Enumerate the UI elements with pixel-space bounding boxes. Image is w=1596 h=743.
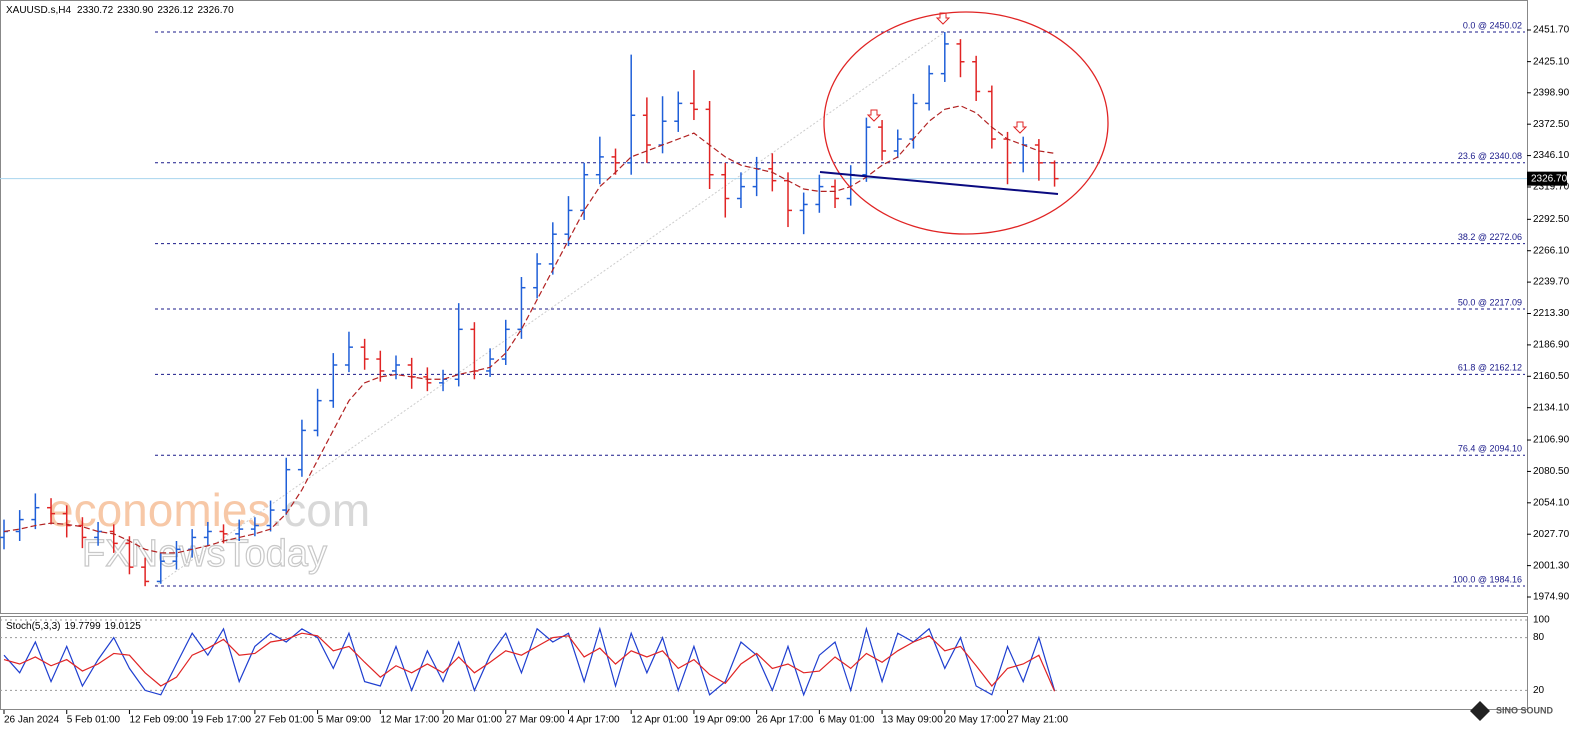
x-tick-label: 20 Mar 01:00 <box>443 715 502 726</box>
x-tick-label: 26 Apr 17:00 <box>757 715 814 726</box>
y-tick-label: 2186.90 <box>1533 340 1570 351</box>
quote: 2326.12 <box>157 5 194 16</box>
y-tick-label: 2346.10 <box>1533 150 1570 161</box>
indicator-name: Stoch(5,3,3) <box>6 621 60 632</box>
y-tick-label: 2319.70 <box>1533 182 1570 193</box>
x-tick-label: 5 Mar 09:00 <box>318 715 372 726</box>
readout: 19.0125 <box>105 621 142 632</box>
indicator-tick-label: 20 <box>1533 685 1545 696</box>
symbol: XAUUSD.s,H4 <box>6 5 71 16</box>
annotation-arrow <box>866 109 882 122</box>
neckline <box>819 171 1059 195</box>
quote: 2330.72 <box>77 5 114 16</box>
fib-label: 0.0 @ 2450.02 <box>1463 20 1522 30</box>
y-tick-label: 2027.70 <box>1533 529 1570 540</box>
indicator-line <box>3 632 1056 692</box>
annotation-arrow <box>1012 121 1028 134</box>
annotation-circle <box>823 11 1109 235</box>
y-tick-label: 2372.50 <box>1533 119 1570 130</box>
x-tick-label: 6 May 01:00 <box>819 715 874 726</box>
x-tick-label: 12 Feb 09:00 <box>129 715 188 726</box>
indicator-tick-label: 100 <box>1533 615 1550 626</box>
x-tick-label: 20 May 17:00 <box>945 715 1006 726</box>
x-tick-label: 26 Jan 2024 <box>4 715 59 726</box>
header: XAUUSD.s,H4 2330.72 2330.90 2326.12 2326.70 <box>6 5 234 16</box>
fib-label: 50.0 @ 2217.09 <box>1458 297 1522 307</box>
watermark-second: FXNewsToday <box>82 533 327 575</box>
x-tick-label: 19 Feb 17:00 <box>192 715 251 726</box>
indicator-panel <box>0 616 1528 710</box>
x-tick-label: 27 May 21:00 <box>1008 715 1069 726</box>
y-tick-label: 2106.90 <box>1533 435 1570 446</box>
annotation-arrow <box>935 12 951 25</box>
x-tick-label: 12 Apr 01:00 <box>631 715 688 726</box>
y-tick-label: 2239.70 <box>1533 277 1570 288</box>
main-panel <box>0 0 1528 614</box>
x-tick-label: 27 Mar 09:00 <box>506 715 565 726</box>
readout: 19.7799 <box>64 621 101 632</box>
watermark-brand: economies.com <box>48 484 370 536</box>
x-tick-label: 27 Feb 01:00 <box>255 715 314 726</box>
current-price-box <box>1527 171 1567 186</box>
fib-label: 76.4 @ 2094.10 <box>1458 444 1522 454</box>
indicator-header: Stoch(5,3,3) 19.7799 19.0125 <box>6 621 141 632</box>
y-tick-label: 2292.50 <box>1533 214 1570 225</box>
y-tick-label: 2398.90 <box>1533 87 1570 98</box>
x-tick-label: 13 May 09:00 <box>882 715 943 726</box>
fib-label: 61.8 @ 2162.12 <box>1458 363 1522 373</box>
y-tick-label: 2054.10 <box>1533 497 1570 508</box>
logo-icon <box>1470 701 1490 721</box>
y-tick-label: 2160.50 <box>1533 371 1570 382</box>
y-tick-label: 2451.70 <box>1533 25 1570 36</box>
x-tick-label: 5 Feb 01:00 <box>67 715 121 726</box>
y-tick-label: 2080.50 <box>1533 466 1570 477</box>
indicator-tick-label: 80 <box>1533 632 1545 643</box>
y-tick-label: 2213.30 <box>1533 308 1570 319</box>
moving-average <box>3 105 1055 554</box>
y-tick-label: 2134.10 <box>1533 402 1570 413</box>
fib-label: 23.6 @ 2340.08 <box>1458 151 1522 161</box>
logo: SINO SOUND <box>1470 701 1554 721</box>
x-tick-label: 19 Apr 09:00 <box>694 715 751 726</box>
y-tick-label: 2425.10 <box>1533 56 1570 67</box>
x-tick-label: 12 Mar 17:00 <box>380 715 439 726</box>
watermark: economies.com FXNewsToday <box>48 484 370 575</box>
y-tick-label: 2001.30 <box>1533 560 1570 571</box>
logo-text: SINO SOUND <box>1496 705 1554 715</box>
fib-label: 100.0 @ 1984.16 <box>1453 574 1522 584</box>
current-price-label: 2326.70 <box>1531 173 1568 184</box>
fib-label: 38.2 @ 2272.06 <box>1458 232 1522 242</box>
quote: 2330.90 <box>117 5 154 16</box>
y-tick-label: 1974.90 <box>1533 592 1570 603</box>
quote: 2326.70 <box>197 5 234 16</box>
x-tick-label: 4 Apr 17:00 <box>568 715 620 726</box>
y-tick-label: 2266.10 <box>1533 245 1570 256</box>
